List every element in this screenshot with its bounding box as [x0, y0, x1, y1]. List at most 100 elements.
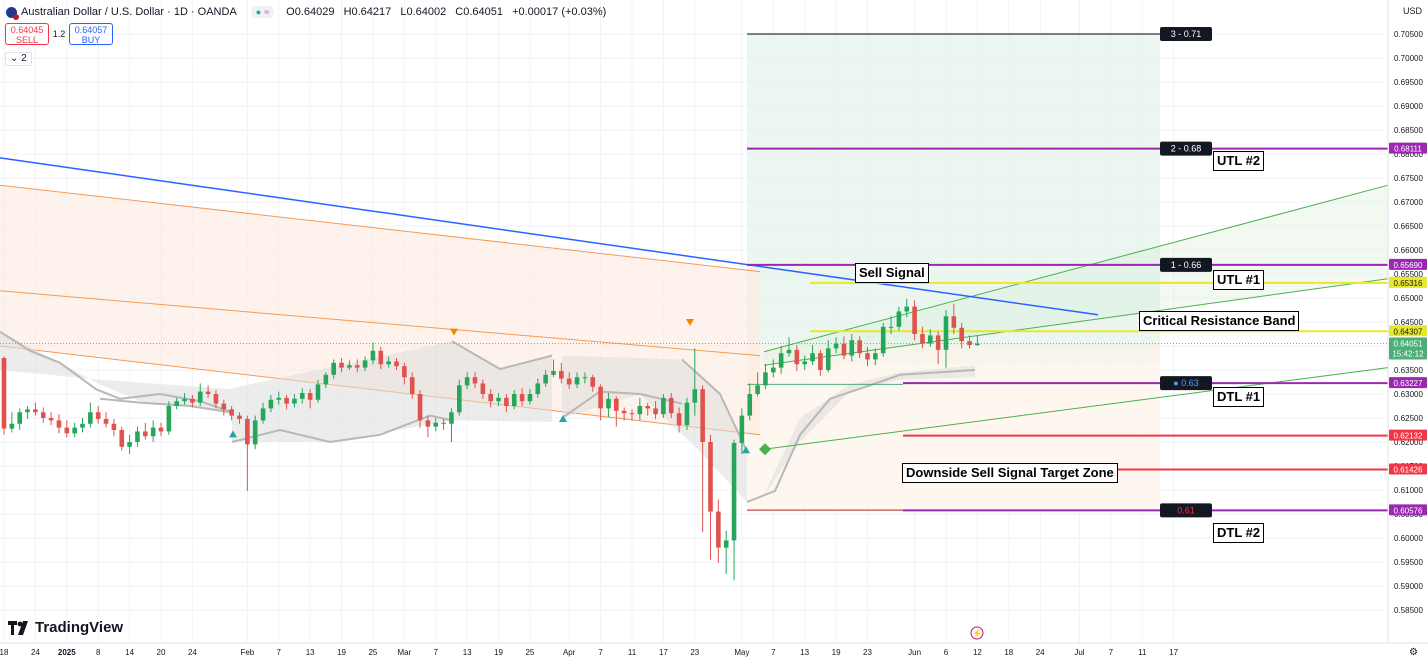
candle-body [441, 423, 446, 424]
candle-body [80, 424, 85, 428]
time-tick-label: 13 [463, 648, 472, 657]
time-tick-label: 20 [157, 648, 166, 657]
settings-icon[interactable]: ⚙ [1409, 647, 1418, 658]
candle-body [33, 409, 38, 412]
price-label-text: 0.64307 [1394, 327, 1423, 336]
candle-body [638, 406, 643, 414]
candle-body [481, 383, 486, 394]
price-label-text: 0.68111 [1394, 145, 1422, 154]
candle-body [363, 360, 368, 367]
candle-body [57, 420, 62, 427]
time-tick-label: 24 [188, 648, 197, 657]
price-label-text: 0.64051 [1394, 340, 1423, 349]
candle-body [912, 307, 917, 334]
time-tick-label: 13 [800, 648, 809, 657]
price-tick-label: 0.69000 [1394, 102, 1423, 111]
level-tag-text: 1 - 0.66 [1171, 260, 1202, 270]
candle-body [371, 351, 376, 361]
indicators-toggle[interactable]: ⌄ 2 [5, 52, 32, 66]
time-tick-label: 18 [1004, 648, 1013, 657]
buy-button[interactable]: 0.64057 BUY [69, 23, 113, 45]
candle-body [379, 351, 384, 364]
candle-body [873, 353, 878, 359]
market-status-icon[interactable]: ● ≈ [251, 6, 274, 18]
candle-body [104, 419, 109, 424]
spread-value: 1.2 [49, 29, 69, 39]
candle-body [276, 398, 281, 400]
candle-body [300, 393, 305, 399]
candle-body [685, 403, 690, 426]
price-label-text: 0.62132 [1394, 432, 1423, 441]
currency-label[interactable]: USD [1403, 6, 1422, 16]
candle-body [528, 394, 533, 401]
tradingview-logo[interactable]: TradingView [8, 619, 123, 636]
candle-body [49, 418, 54, 420]
price-tick-label: 0.70000 [1394, 54, 1423, 63]
candle-body [700, 389, 705, 442]
time-tick-label: 17 [659, 648, 668, 657]
time-tick-label: 7 [598, 648, 603, 657]
candle-body [182, 399, 187, 401]
candle-body [669, 398, 674, 413]
candle-body [787, 350, 792, 353]
chart-header: Australian Dollar / U.S. Dollar · 1D · O… [6, 4, 612, 20]
candle-body [433, 423, 438, 427]
price-tick-label: 0.63500 [1394, 366, 1423, 375]
trade-panel: 0.64045 SELL 1.2 0.64057 BUY [5, 23, 113, 45]
candle-body [504, 398, 509, 406]
symbol-title[interactable]: Australian Dollar / U.S. Dollar · 1D · O… [21, 6, 237, 18]
candle-body [449, 412, 454, 424]
candle-body [159, 428, 164, 432]
time-tick-label: 7 [277, 648, 282, 657]
candle-body [190, 399, 195, 403]
change-value: +0.00017 (+0.03%) [512, 6, 606, 18]
candle-body [889, 327, 894, 328]
price-tick-label: 0.59000 [1394, 582, 1423, 591]
level-tag-text: 2 - 0.68 [1171, 144, 1202, 154]
candle-body [732, 443, 737, 540]
candle-body [292, 399, 297, 404]
candle-body [614, 399, 619, 411]
candle-body [826, 348, 831, 370]
candle-body [245, 419, 250, 444]
buy-label: BUY [70, 35, 112, 45]
candle-body [355, 365, 360, 367]
time-tick-label: Jul [1074, 648, 1084, 657]
target-zone-label: Downside Sell Signal Target Zone [902, 463, 1118, 483]
candle-body [457, 385, 462, 412]
candle-body [967, 341, 972, 345]
price-label-text: 0.61426 [1394, 466, 1423, 475]
candle-body [10, 424, 15, 429]
utl1-label: UTL #1 [1213, 270, 1264, 290]
candle-body [952, 316, 957, 328]
time-tick-label: 7 [1109, 648, 1114, 657]
sell-signal-label: Sell Signal [855, 263, 929, 283]
candle-body [716, 512, 721, 548]
level-tag-text: ● 0.63 [1173, 378, 1198, 388]
candle-body [897, 311, 902, 326]
time-tick-label: 11 [1138, 648, 1147, 657]
time-axis [0, 643, 1428, 662]
candle-body [645, 406, 650, 408]
candle-body [747, 394, 752, 416]
price-tick-label: 0.63000 [1394, 390, 1423, 399]
candle-body [857, 340, 862, 353]
sell-button[interactable]: 0.64045 SELL [5, 23, 49, 45]
candle-body [779, 353, 784, 367]
time-tick-label: Apr [563, 648, 576, 657]
candle-body [834, 344, 839, 349]
symbol-flag-icon [6, 7, 17, 18]
candle-body [25, 409, 30, 412]
candle-body [590, 377, 595, 387]
candle-body [771, 368, 776, 373]
time-tick-label: 7 [434, 648, 439, 657]
price-tick-label: 0.66000 [1394, 246, 1423, 255]
candle-body [598, 387, 603, 409]
time-tick-label: 7 [771, 648, 776, 657]
price-tick-label: 0.58500 [1394, 606, 1423, 615]
candle-body [151, 428, 156, 437]
critical-resistance-label: Critical Resistance Band [1139, 311, 1299, 331]
price-tick-label: 0.61000 [1394, 486, 1423, 495]
candle-body [724, 540, 729, 547]
